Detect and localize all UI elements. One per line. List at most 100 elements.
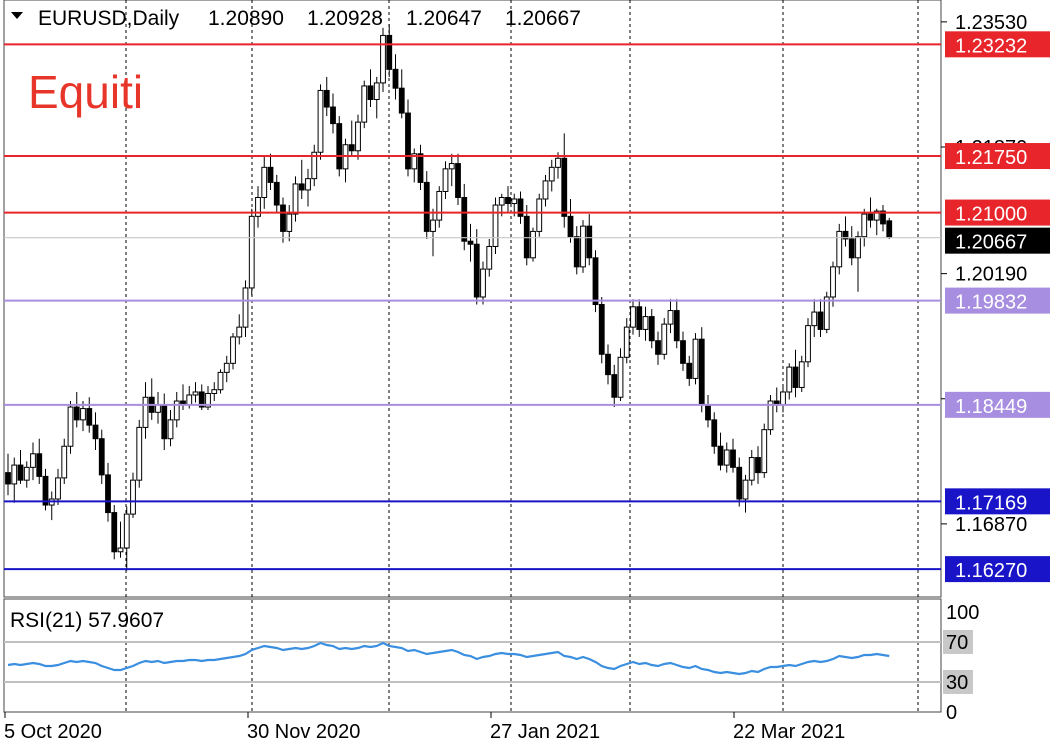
candle (436, 186, 443, 228)
candle-body-down (86, 408, 93, 426)
candle-body-down (711, 419, 718, 447)
candle-body-down (417, 153, 424, 183)
candle (173, 391, 180, 428)
candle-body-down (42, 475, 49, 506)
candle (305, 168, 311, 207)
candle (23, 461, 30, 488)
candle (755, 446, 761, 484)
candle-body-up (786, 366, 793, 393)
candle (98, 429, 105, 484)
candle (611, 364, 618, 408)
candle-body-up (286, 213, 293, 232)
candle-body-up (236, 326, 243, 338)
level-label-text: 1.21750 (955, 147, 1027, 169)
candle-body-down (198, 391, 205, 408)
candle (598, 296, 605, 364)
candle-body-down (648, 316, 655, 342)
candle-body-up (448, 163, 455, 170)
level-label-bg (945, 199, 1050, 226)
candle-body-up (167, 419, 174, 440)
candle (880, 205, 886, 232)
horizontal-levels[interactable] (4, 43, 941, 571)
candle (367, 69, 374, 108)
candle (323, 76, 330, 117)
candle-body-down (680, 340, 686, 364)
level-label: 1.19832 (945, 287, 1050, 314)
candle-body-up (548, 166, 555, 182)
candle (817, 299, 824, 337)
candle-body-down (736, 466, 743, 500)
candle-body-down (561, 157, 568, 217)
candle (455, 153, 461, 206)
dropdown-arrow-icon[interactable] (11, 12, 23, 19)
candle (573, 226, 580, 275)
candle (280, 197, 286, 243)
candle (680, 331, 686, 371)
candle-body-up (480, 268, 486, 298)
candle-body-up (873, 210, 880, 221)
candle-body-up (542, 180, 549, 200)
candle (811, 299, 818, 337)
candle-body-down (705, 404, 711, 421)
candle-body-up (117, 547, 124, 553)
candle-body-up (11, 464, 18, 485)
candle (348, 120, 355, 157)
candle-body-down (111, 512, 118, 553)
candle-body-down (105, 474, 111, 514)
level-label-text: 1.18449 (955, 396, 1027, 418)
candle-body-down (330, 106, 336, 125)
candle-body-up (555, 157, 561, 168)
candle (542, 174, 549, 207)
candle-body-up (255, 196, 261, 217)
candle (380, 27, 386, 92)
candle (298, 159, 305, 199)
candle (311, 144, 318, 187)
candle (642, 306, 649, 341)
candle-body-up (830, 266, 836, 298)
candle (405, 99, 411, 177)
candle-body-down (36, 453, 43, 477)
candle-body-down (17, 464, 24, 481)
candle (723, 442, 730, 473)
candle-body-down (655, 340, 661, 355)
candle-body-down (611, 374, 618, 398)
candle (342, 138, 349, 183)
candle (686, 355, 693, 386)
candle-body-down (92, 424, 99, 440)
candle (411, 148, 418, 183)
candle (30, 442, 36, 481)
current-price-label-text: 1.20667 (955, 232, 1027, 254)
candle (461, 183, 468, 251)
candle-body-down (73, 406, 80, 421)
candle (855, 231, 861, 292)
candle (61, 438, 68, 484)
candle (661, 318, 668, 360)
rsi-axis-label: 30 (946, 672, 968, 694)
candle (417, 144, 424, 190)
candle (355, 114, 361, 160)
candle-body-down (336, 123, 343, 170)
level-label: 1.21750 (945, 143, 1050, 170)
candle (42, 468, 49, 511)
candle (236, 314, 243, 345)
candle (823, 291, 830, 334)
candle-body-down (461, 196, 468, 242)
candle (111, 505, 118, 560)
candle (805, 318, 811, 368)
level-label-bg (945, 143, 1050, 170)
candle-body-down (592, 257, 599, 306)
candle-body-down (792, 366, 799, 388)
candle (255, 186, 261, 228)
candle (155, 391, 161, 424)
candle-body-up (805, 325, 811, 363)
candle-body-down (523, 215, 530, 259)
candle (17, 450, 24, 484)
level-label-text: 1.23232 (955, 35, 1027, 57)
vertical-grid (125, 0, 919, 712)
candle-body-up (173, 400, 180, 421)
candle (580, 220, 586, 273)
candle-body-down (455, 163, 461, 198)
candle-body-down (886, 220, 893, 238)
